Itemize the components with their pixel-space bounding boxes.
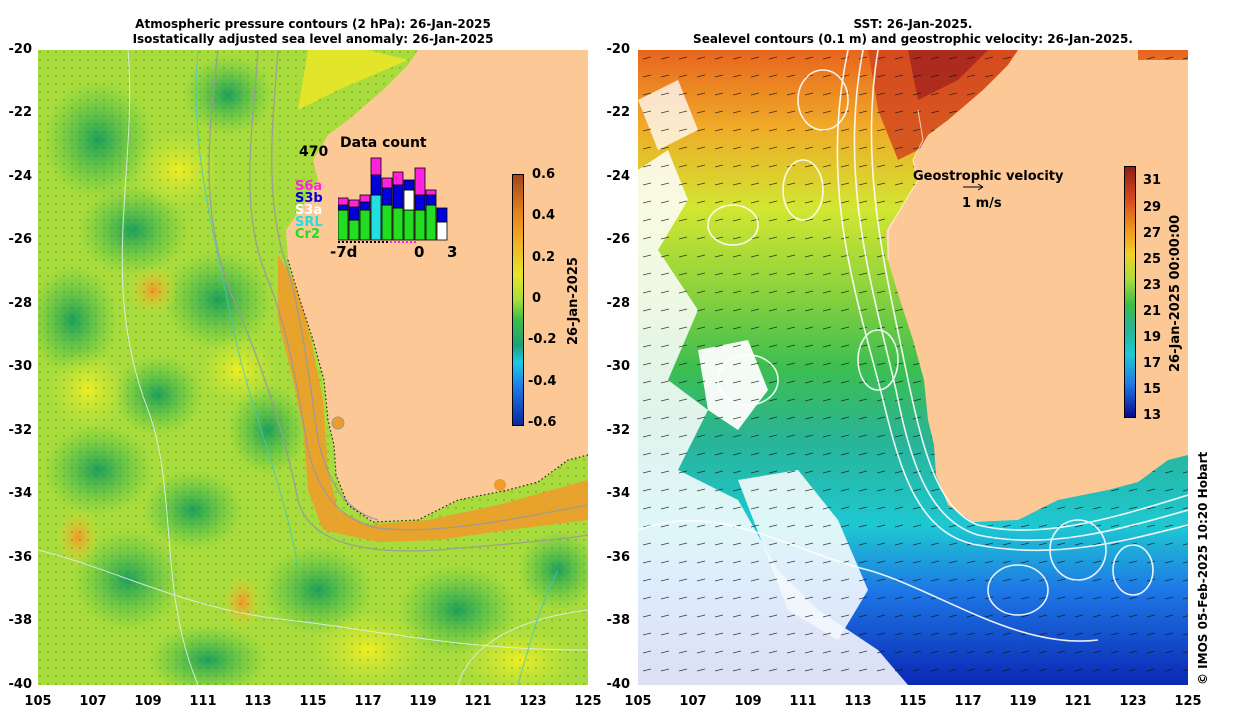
right-ytick: -24 bbox=[606, 169, 631, 184]
left-ytick: -22 bbox=[8, 105, 33, 120]
right-xtick: 123 bbox=[1119, 694, 1147, 709]
left-xtick: 107 bbox=[79, 694, 107, 709]
left-cb-tick: 0 bbox=[532, 291, 542, 306]
right-title-line2: Sealevel contours (0.1 m) and geostrophi… bbox=[693, 32, 1133, 46]
right-cb-tick: 29 bbox=[1143, 200, 1162, 215]
right-xtick: 117 bbox=[954, 694, 982, 709]
right-ytick: -26 bbox=[606, 232, 631, 247]
left-cb-tick: -0.6 bbox=[528, 415, 557, 430]
right-xtick: 105 bbox=[624, 694, 652, 709]
left-ytick: -34 bbox=[8, 486, 33, 501]
left-colorbar-label: 26-Jan-2025 bbox=[566, 257, 581, 345]
right-ytick: -28 bbox=[606, 296, 631, 311]
right-colorbar bbox=[1124, 166, 1136, 418]
inset-xlabel-left: -7d bbox=[330, 243, 358, 261]
left-cb-tick: 0.2 bbox=[532, 250, 556, 265]
right-colorbar-label: 26-Jan-2025 00:00:00 bbox=[1168, 214, 1183, 372]
inset-bars bbox=[338, 157, 448, 243]
legend-cr2: Cr2 bbox=[295, 227, 320, 242]
sealevel-contours bbox=[638, 50, 1188, 642]
left-ytick: -36 bbox=[8, 550, 33, 565]
left-ytick: -20 bbox=[8, 42, 33, 57]
left-ytick: -32 bbox=[8, 423, 33, 438]
right-ytick: -30 bbox=[606, 359, 631, 374]
right-cb-tick: 31 bbox=[1143, 173, 1162, 188]
legend-s3b: S3b bbox=[295, 191, 323, 206]
left-xtick: 109 bbox=[134, 694, 162, 709]
right-map bbox=[638, 50, 1188, 685]
right-xtick: 121 bbox=[1064, 694, 1092, 709]
right-xtick: 111 bbox=[789, 694, 817, 709]
left-ytick: -24 bbox=[8, 169, 33, 184]
inset-legend: S6a S3b S3a SRL Cr2 bbox=[295, 179, 323, 242]
right-ytick: -36 bbox=[606, 550, 631, 565]
right-cb-tick: 25 bbox=[1143, 252, 1162, 267]
right-title-line1: SST: 26-Jan-2025. bbox=[853, 17, 973, 31]
data-count-inset: Data count 470 S6a S3b S3a SRL Cr2 -7d 0… bbox=[290, 130, 470, 265]
right-cb-tick: 27 bbox=[1143, 226, 1162, 241]
right-ytick: -20 bbox=[606, 42, 631, 57]
inset-max-label: 470 bbox=[299, 144, 329, 160]
right-cb-tick: 21 bbox=[1143, 304, 1162, 319]
imos-credit: © IMOS 05-Feb-2025 10:20 Hobart bbox=[1196, 451, 1210, 685]
right-xtick: 119 bbox=[1009, 694, 1037, 709]
right-cb-tick: 19 bbox=[1143, 330, 1162, 345]
right-xtick: 115 bbox=[899, 694, 927, 709]
legend-s3a: S3a bbox=[295, 203, 323, 218]
right-cb-tick: 13 bbox=[1143, 408, 1162, 423]
right-ytick: -32 bbox=[606, 423, 631, 438]
right-ytick: -38 bbox=[606, 613, 631, 628]
inset-title: Data count bbox=[340, 135, 427, 151]
left-ytick: -30 bbox=[8, 359, 33, 374]
left-xtick: 115 bbox=[299, 694, 327, 709]
left-xtick: 121 bbox=[464, 694, 492, 709]
left-xtick: 123 bbox=[519, 694, 547, 709]
right-ytick: -34 bbox=[606, 486, 631, 501]
legend-srl: SRL bbox=[295, 215, 323, 230]
inset-xlabel-mid: 0 bbox=[414, 243, 425, 261]
left-ytick: -40 bbox=[8, 677, 33, 692]
left-title-line1: Atmospheric pressure contours (2 hPa): 2… bbox=[135, 17, 491, 31]
right-xtick: 113 bbox=[844, 694, 872, 709]
right-cb-tick: 17 bbox=[1143, 356, 1162, 371]
australia-land-right bbox=[886, 50, 1188, 522]
right-ytick: -40 bbox=[606, 677, 631, 692]
velocity-label: Geostrophic velocity bbox=[913, 169, 1064, 184]
left-colorbar bbox=[512, 174, 524, 426]
legend-s6a: S6a bbox=[295, 179, 323, 194]
right-ytick: -22 bbox=[606, 105, 631, 120]
velocity-scale: 1 m/s bbox=[962, 196, 1002, 211]
right-xtick: 107 bbox=[679, 694, 707, 709]
left-xtick: 125 bbox=[574, 694, 602, 709]
velocity-arrow-icon bbox=[963, 183, 984, 191]
left-cb-tick: -0.4 bbox=[528, 374, 557, 389]
left-xtick: 119 bbox=[409, 694, 437, 709]
left-cb-tick: 0.4 bbox=[532, 208, 556, 223]
left-cb-tick: 0.6 bbox=[532, 167, 556, 182]
right-cb-tick: 15 bbox=[1143, 382, 1162, 397]
left-ytick: -28 bbox=[8, 296, 33, 311]
left-xtick: 117 bbox=[354, 694, 382, 709]
left-ytick: -26 bbox=[8, 232, 33, 247]
left-cb-tick: -0.2 bbox=[528, 332, 557, 347]
right-xtick: 125 bbox=[1174, 694, 1202, 709]
inset-xlabel-right: 3 bbox=[447, 243, 458, 261]
left-ytick: -38 bbox=[8, 613, 33, 628]
left-xtick: 113 bbox=[244, 694, 272, 709]
left-xtick: 105 bbox=[24, 694, 52, 709]
right-xtick: 109 bbox=[734, 694, 762, 709]
left-title-line2: Isostatically adjusted sea level anomaly… bbox=[132, 32, 494, 46]
left-xtick: 111 bbox=[189, 694, 217, 709]
right-cb-tick: 23 bbox=[1143, 278, 1162, 293]
